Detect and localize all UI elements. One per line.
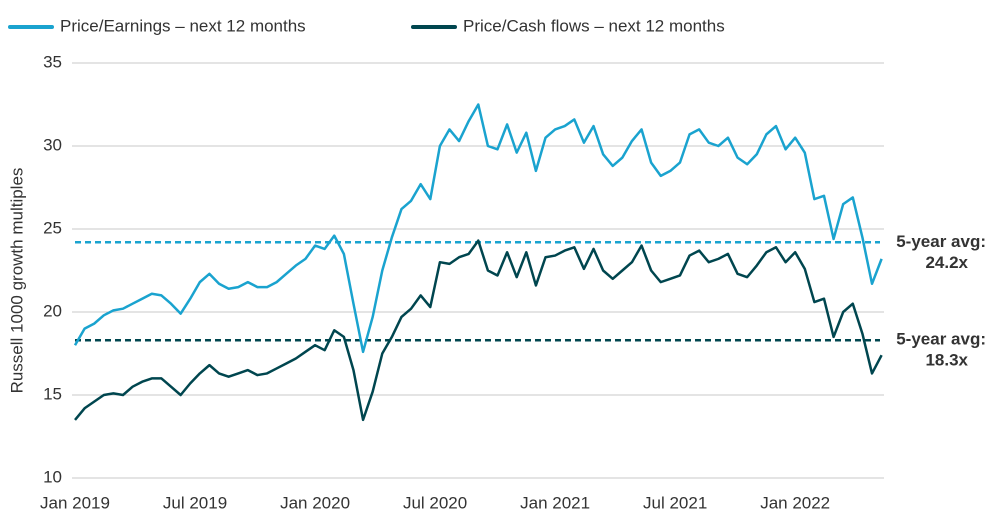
y-tick-label: 25: [43, 218, 62, 237]
legend-label: Price/Cash flows – next 12 months: [463, 16, 725, 35]
y-tick-label: 35: [43, 52, 62, 71]
average-label: 18.3x: [925, 351, 968, 370]
y-tick-label: 15: [43, 384, 62, 403]
y-tick-label: 10: [43, 467, 62, 486]
legend-label: Price/Earnings – next 12 months: [60, 16, 306, 35]
x-tick-label: Jul 2020: [403, 493, 467, 512]
average-text: 5-year avg:: [896, 330, 986, 349]
x-tick-label: Jan 2020: [280, 493, 350, 512]
x-tick-label: Jan 2021: [520, 493, 590, 512]
y-axis-label: Russell 1000 growth multiples: [7, 168, 26, 394]
average-text: 5-year avg:: [896, 232, 986, 251]
x-tick-label: Jul 2021: [643, 493, 707, 512]
y-tick-label: 20: [43, 301, 62, 320]
x-tick-label: Jan 2019: [40, 493, 110, 512]
series-line: [73, 103, 883, 354]
x-tick-label: Jan 2022: [760, 493, 830, 512]
average-label: 24.2x: [925, 253, 968, 272]
y-tick-label: 30: [43, 135, 62, 154]
x-tick-label: Jul 2019: [163, 493, 227, 512]
series-line: [74, 239, 883, 422]
